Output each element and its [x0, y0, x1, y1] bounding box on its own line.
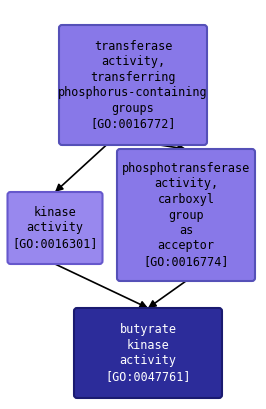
Text: butyrate
kinase
activity
[GO:0047761]: butyrate kinase activity [GO:0047761] — [105, 323, 191, 383]
FancyBboxPatch shape — [117, 149, 255, 281]
Text: phosphotransferase
activity,
carboxyl
group
as
acceptor
[GO:0016774]: phosphotransferase activity, carboxyl gr… — [122, 162, 250, 268]
FancyBboxPatch shape — [7, 192, 102, 264]
Text: kinase
activity
[GO:0016301]: kinase activity [GO:0016301] — [12, 206, 98, 250]
FancyBboxPatch shape — [74, 308, 222, 398]
Text: transferase
activity,
transferring
phosphorus-containing
groups
[GO:0016772]: transferase activity, transferring phosp… — [58, 40, 208, 130]
FancyBboxPatch shape — [59, 25, 207, 145]
